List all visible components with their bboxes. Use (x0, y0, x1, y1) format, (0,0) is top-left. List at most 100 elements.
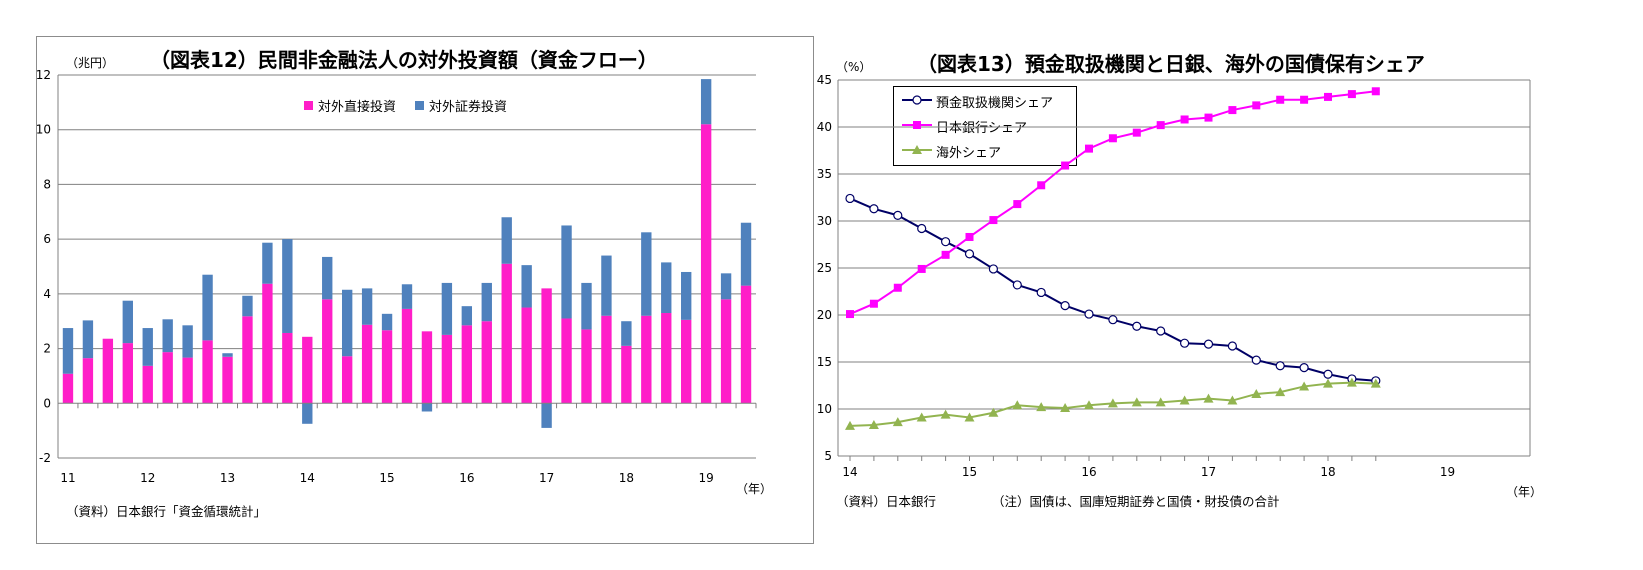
chart-13-point-overseas (1227, 395, 1238, 405)
chart-12-y-tick-label: 6 (43, 232, 51, 246)
chart-12-bar-direct (202, 340, 213, 404)
chart-12-bar-direct (322, 299, 333, 404)
chart-13-point-overseas (1346, 377, 1357, 387)
chart-13-point-boj (917, 264, 926, 273)
chart-13-point-boj (1037, 181, 1046, 190)
chart-13-line-deposit (849, 197, 1376, 382)
chart-12-y-tick-label: 2 (43, 342, 51, 356)
chart-13-point-deposit (1132, 321, 1142, 331)
chart-12-bar-direct (561, 318, 572, 404)
chart-12-x-tick-label: 16 (459, 471, 474, 485)
chart-13-y-unit: （%） (836, 60, 872, 74)
chart-12-bar-securities (182, 325, 193, 358)
chart-12-bar-direct (700, 124, 712, 404)
chart-13-svg: 5 10 15 20 25 30 35 40 45 14 15 16 17 18 19 (817, 73, 1531, 479)
chart-13-point-deposit (964, 249, 975, 259)
chart-12-bar-direct (501, 263, 512, 404)
chart-12-bar-direct (182, 357, 193, 404)
chart-13-point-boj (1252, 101, 1261, 110)
chart-12-bar-direct (641, 315, 652, 404)
chart-13-title: （図表13）預金取扱機関と日銀、海外の国債保有シェア (917, 52, 1425, 76)
chart-13-point-overseas (868, 419, 879, 429)
chart-13-point-overseas (1299, 381, 1310, 391)
chart-12-y-tick-label: 8 (43, 177, 51, 191)
chart-12-bar-securities (262, 242, 273, 284)
chart-13-point-deposit (893, 210, 903, 220)
chart-12-bar-securities (740, 222, 752, 286)
chart-12-bar-direct (661, 313, 672, 404)
chart-12-bar-securities (581, 282, 592, 330)
chart-12-bar-direct (521, 307, 532, 404)
chart-13-point-boj (1347, 90, 1356, 99)
chart-13-legend-marker-boj (913, 121, 921, 129)
chart-12-bar-direct (541, 288, 552, 404)
chart-12-y-tick-label: 12 (36, 68, 51, 82)
chart-13-x-tick-label: 18 (1320, 465, 1335, 479)
chart-12-x-tick-label: 11 (60, 471, 75, 485)
chart-12-bar-direct (162, 352, 173, 404)
chart-13-point-deposit (1012, 280, 1022, 290)
chart-13-x-tick-label: 14 (842, 465, 857, 479)
chart-12-bar-securities (521, 265, 532, 308)
chart-13-point-boj (1085, 144, 1093, 153)
chart-13-point-overseas (1084, 400, 1094, 410)
chart-12-legend-item-securities: 対外証券投資 (415, 96, 507, 115)
chart-13-x-tick-label: 15 (962, 465, 977, 479)
chart-13-point-deposit (1180, 338, 1190, 348)
chart-12-x-tick-label: 12 (140, 471, 155, 485)
chart-12-y-tick-label: 0 (43, 396, 51, 410)
chart-13-point-boj (1061, 161, 1070, 170)
chart-13-point-overseas (892, 417, 903, 427)
chart-12-bar-direct (102, 338, 114, 404)
chart-13-point-deposit (1060, 301, 1070, 311)
chart-13-point-deposit (845, 193, 855, 204)
chart-13-point-deposit (917, 223, 927, 234)
chart-13-point-overseas (1203, 393, 1214, 403)
chart-13-x-tick-label: 19 (1440, 465, 1455, 479)
chart-13-point-boj (893, 283, 902, 292)
chart-12-bar-securities (700, 79, 712, 125)
chart-13-y-tick-label: 20 (817, 308, 832, 322)
chart-12-bar-direct (381, 330, 393, 404)
chart-13-source: （資料）日本銀行 (836, 494, 937, 509)
chart-13-point-deposit (1251, 355, 1261, 365)
chart-13-point-overseas (845, 420, 855, 430)
chart-13-point-boj (1132, 128, 1141, 137)
chart-12-legend-item-direct: 対外直接投資 (304, 96, 396, 115)
chart-13-legend-label-boj: 日本銀行シェア (936, 121, 1028, 136)
chart-13-legend-marker-deposit (912, 95, 922, 105)
chart-13-point-boj (1324, 92, 1332, 101)
chart-12-bar-securities (322, 256, 333, 300)
chart-12-bar-securities (661, 262, 672, 314)
chart-12-y-tick-label: 4 (43, 287, 51, 301)
chart-13-note: （注）国債は、国庫短期証券と国債・財投債の合計 (992, 494, 1280, 509)
chart-13-y-tick-label: 5 (824, 449, 832, 463)
chart-12-bar-securities (641, 232, 652, 316)
chart-13-point-deposit (1203, 339, 1214, 349)
chart-12-bar-direct (302, 336, 313, 404)
chart-13-point-boj (965, 232, 974, 241)
chart-12-bar-direct (361, 324, 373, 404)
chart-13-point-boj (1300, 95, 1309, 104)
chart-13-point-deposit (1323, 369, 1333, 379)
chart-12-bar-securities (621, 321, 632, 346)
chart-13-point-overseas (1179, 395, 1190, 405)
chart-12-bar-securities (242, 295, 253, 317)
chart-13-point-overseas (940, 409, 951, 419)
chart-12-bar-direct (441, 334, 453, 404)
chart-12-bar-direct (82, 358, 94, 404)
chart-12-bar-securities (381, 313, 393, 331)
chart-13-point-overseas (1131, 397, 1142, 407)
chart-12-bar-direct (681, 319, 692, 404)
chart-13-y-tick-label: 25 (817, 261, 832, 275)
chart-12-bar-direct (601, 315, 612, 404)
chart-13-point-overseas (1060, 403, 1071, 413)
chart-12-bar-direct (341, 356, 353, 404)
chart-13-point-boj (846, 310, 854, 319)
chart-13-point-deposit (940, 237, 951, 247)
chart-13-point-overseas (1107, 398, 1118, 408)
chart-12-bar-direct (581, 329, 592, 404)
chart-13-point-deposit (1084, 309, 1094, 319)
chart-12-legend-swatch-securities (415, 101, 424, 110)
chart-12-bar-securities (202, 274, 213, 341)
